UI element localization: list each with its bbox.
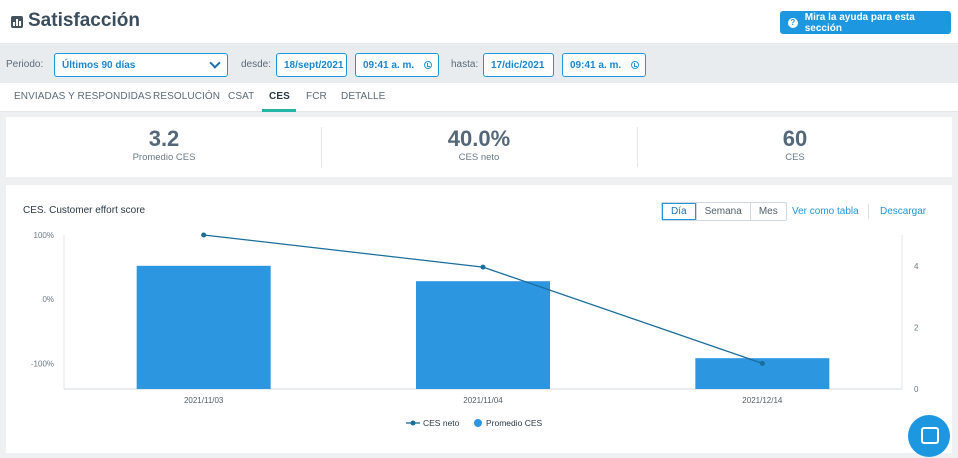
- period-select-value: Últimos 90 días: [62, 59, 136, 71]
- view-table-link[interactable]: Ver como tabla: [792, 206, 859, 217]
- y-right-tick-label: 0: [914, 385, 919, 394]
- link-divider: [868, 204, 869, 219]
- kpi-divider: [321, 127, 322, 167]
- kpi-ces-neto: 40.0% CES neto: [321, 117, 637, 177]
- granularity-toggle: Día Semana Mes: [661, 202, 787, 221]
- tab-detalle[interactable]: DETALLE: [341, 91, 386, 102]
- kpi-value: 3.2: [148, 126, 180, 151]
- legend-label: Promedio CES: [486, 418, 543, 428]
- tab-enviadas[interactable]: ENVIADAS Y RESPONDIDAS: [14, 91, 152, 102]
- kpi-promedio-ces: 3.2 Promedio CES: [6, 117, 322, 177]
- help-button-label: Mira la ayuda para esta sección: [804, 11, 915, 34]
- y-left-tick-label: 100%: [34, 231, 54, 240]
- tab-bar: ENVIADAS Y RESPONDIDAS RESOLUCIÓN CSAT C…: [0, 83, 958, 112]
- chat-widget-button[interactable]: [908, 415, 950, 457]
- from-date-value: 18/sept/2021: [284, 59, 344, 71]
- to-date-input[interactable]: 17/dic/2021: [483, 53, 554, 77]
- kpi-label: Promedio CES: [132, 152, 196, 163]
- tab-resolucion[interactable]: RESOLUCIÓN: [153, 91, 221, 102]
- page-title: Satisfacción: [28, 10, 140, 31]
- y-right-tick-label: 4: [914, 262, 919, 271]
- to-time-input[interactable]: 09:41 a. m.: [562, 53, 646, 77]
- kpi-value: 60: [782, 126, 808, 151]
- download-link[interactable]: Descargar: [880, 206, 927, 217]
- granularity-month-button[interactable]: Mes: [749, 203, 786, 220]
- from-time-input[interactable]: 09:41 a. m.: [355, 53, 439, 77]
- granularity-week-button[interactable]: Semana: [695, 203, 750, 220]
- question-icon: ?: [788, 17, 798, 28]
- y-right-tick-label: 2: [914, 323, 919, 332]
- to-time-value: 09:41 a. m.: [570, 59, 622, 71]
- granularity-day-button[interactable]: Día: [662, 203, 696, 220]
- kpi-panel: 3.2 Promedio CES 40.0% CES neto 60 CES: [6, 117, 952, 177]
- x-tick-label: 2021/11/03: [184, 396, 224, 405]
- bar-promedio-ces: [136, 265, 271, 389]
- x-tick-label: 2021/11/04: [463, 396, 503, 405]
- point-ces-neto: [201, 232, 207, 238]
- active-tab-indicator: [262, 109, 296, 112]
- legend-bar-marker: [474, 419, 482, 427]
- point-ces-neto: [759, 360, 765, 366]
- to-label: hasta:: [451, 59, 479, 70]
- to-date-value: 17/dic/2021: [491, 59, 545, 71]
- kpi-label: CES neto: [458, 152, 500, 163]
- clock-icon: [631, 61, 640, 69]
- tab-fcr[interactable]: FCR: [306, 91, 327, 102]
- legend-label: CES neto: [423, 418, 460, 428]
- from-label: desde:: [241, 59, 272, 70]
- from-time-value: 09:41 a. m.: [363, 59, 415, 71]
- tab-ces[interactable]: CES: [269, 91, 290, 102]
- kpi-value: 40.0%: [447, 126, 511, 151]
- chart-title: CES. Customer effort score: [23, 205, 146, 216]
- period-label: Periodo:: [6, 59, 44, 70]
- ces-combo-chart: 100% 0% -100% 0 2 4 2021/11/03 2021/11/04 2021/1…: [31, 231, 919, 428]
- legend-line-dot: [410, 420, 416, 426]
- from-date-input[interactable]: 18/sept/2021: [276, 53, 347, 77]
- chart-panel: CES. Customer effort score Día Semana Me…: [6, 185, 952, 453]
- filter-bar: Periodo: Últimos 90 días desde: 18/sept/…: [0, 45, 958, 83]
- help-button[interactable]: ? Mira la ayuda para esta sección: [780, 11, 951, 34]
- period-select[interactable]: Últimos 90 días: [54, 53, 228, 77]
- clock-icon: [424, 61, 433, 69]
- kpi-label: CES: [785, 152, 805, 163]
- y-left-tick-label: -100%: [31, 359, 54, 368]
- bar-chart-icon: [11, 16, 23, 28]
- chevron-down-icon: [209, 57, 221, 69]
- tab-csat[interactable]: CSAT: [228, 91, 255, 102]
- page-header: Satisfacción ? Mira la ayuda para esta s…: [0, 0, 958, 44]
- kpi-divider: [637, 127, 638, 167]
- bar-promedio-ces: [416, 281, 550, 389]
- point-ces-neto: [480, 264, 486, 270]
- x-tick-label: 2021/12/14: [742, 396, 783, 405]
- y-left-tick-label: 0%: [42, 295, 54, 304]
- kpi-ces: 60 CES: [637, 117, 953, 177]
